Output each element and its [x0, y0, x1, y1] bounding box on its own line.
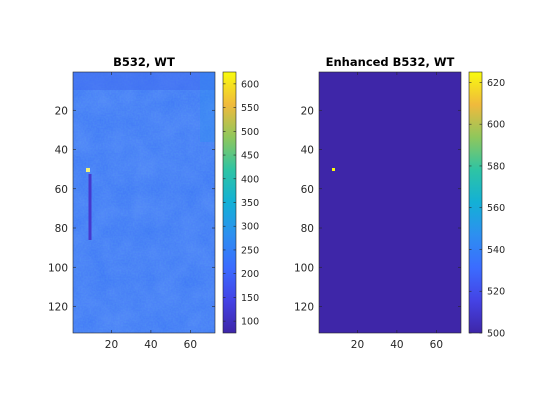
right-y-tick-label: 80: [301, 223, 314, 235]
right-colorbar-tick-label: 540: [487, 245, 505, 256]
left-colorbar-tick-label: 150: [241, 293, 259, 304]
left-heatmap-frame: [72, 71, 216, 334]
right-colorbar-tick-label: 500: [487, 329, 505, 340]
right-heatmap-background: [319, 72, 461, 333]
left-heatmap-edge-band: [200, 72, 215, 142]
right-heatmap-frame: [318, 71, 462, 334]
left-heatmap-bright-pixel: [86, 168, 90, 172]
left-colorbar-tick-label: 200: [241, 269, 259, 280]
left-y-tick-label: 20: [55, 105, 68, 117]
right-y-tick-label: 120: [294, 302, 314, 314]
left-colorbar-tick-label: 550: [241, 103, 259, 114]
left-y-axis: 20 40 60 80 100 120: [48, 105, 215, 314]
left-x-axis: 20 40 60: [105, 72, 197, 351]
right-y-tick-label: 20: [301, 105, 314, 117]
right-x-tick-label: 60: [430, 339, 443, 351]
right-colorbar: 500 520 540 560 580 600 620: [468, 71, 505, 340]
left-x-tick-label: 20: [105, 339, 118, 351]
left-y-tick-label: 40: [55, 145, 68, 157]
left-x-tick-label: 40: [144, 339, 157, 351]
right-x-tick-label: 40: [390, 339, 403, 351]
right-colorbar-tick-label: 520: [487, 287, 505, 298]
right-y-tick-label: 100: [294, 262, 314, 274]
left-y-tick-label: 120: [48, 302, 68, 314]
left-heatmap-image: [73, 72, 215, 333]
left-colorbar-tick-label: 400: [241, 174, 259, 185]
right-colorbar-ticks: 500 520 540 560 580 600 620: [469, 78, 505, 340]
left-heatmap-speckle: [73, 72, 215, 333]
right-y-axis: 20 40 60 80 100 120: [294, 105, 461, 314]
right-heatmap-bright-pixel: [332, 168, 335, 171]
left-colorbar-tick-label: 450: [241, 151, 259, 162]
left-y-tick-label: 100: [48, 262, 68, 274]
right-x-tick-label: 20: [351, 339, 364, 351]
left-heatmap-dark-streak: [88, 174, 92, 240]
left-y-tick-label: 60: [55, 184, 68, 196]
left-y-tick-label: 80: [55, 223, 68, 235]
right-colorbar-tick-label: 620: [487, 78, 505, 89]
left-colorbar-tick-label: 500: [241, 127, 259, 138]
left-colorbar-tick-label: 300: [241, 222, 259, 233]
left-heatmap-panel: B532, WT 20 40 60 80 100 120 20 40 60: [48, 55, 216, 351]
right-colorbar-tick-label: 600: [487, 120, 505, 131]
left-x-tick-label: 60: [184, 339, 197, 351]
right-x-axis: 20 40 60: [351, 72, 443, 351]
right-colorbar-tick-label: 580: [487, 161, 505, 172]
left-colorbar: 100 150 200 250 300 350 400 450 500 550 600: [222, 71, 259, 334]
left-colorbar-tick-label: 100: [241, 317, 259, 328]
left-colorbar-tick-label: 250: [241, 245, 259, 256]
left-colorbar-ticks: 100 150 200 250 300 350 400 450 500 550 600: [223, 79, 259, 328]
left-colorbar-tick-label: 600: [241, 79, 259, 90]
left-colorbar-tick-label: 350: [241, 198, 259, 209]
right-colorbar-tick-label: 560: [487, 203, 505, 214]
right-heatmap-title: Enhanced B532, WT: [326, 55, 455, 69]
right-heatmap-image: [319, 72, 461, 333]
right-y-tick-label: 40: [301, 145, 314, 157]
left-heatmap-band: [73, 72, 215, 90]
right-colorbar-gradient: [468, 71, 483, 334]
left-heatmap-title: B532, WT: [113, 55, 175, 69]
right-heatmap-panel: Enhanced B532, WT 20 40 60 80 100 120 20 40 60: [294, 55, 462, 351]
right-y-tick-label: 60: [301, 184, 314, 196]
